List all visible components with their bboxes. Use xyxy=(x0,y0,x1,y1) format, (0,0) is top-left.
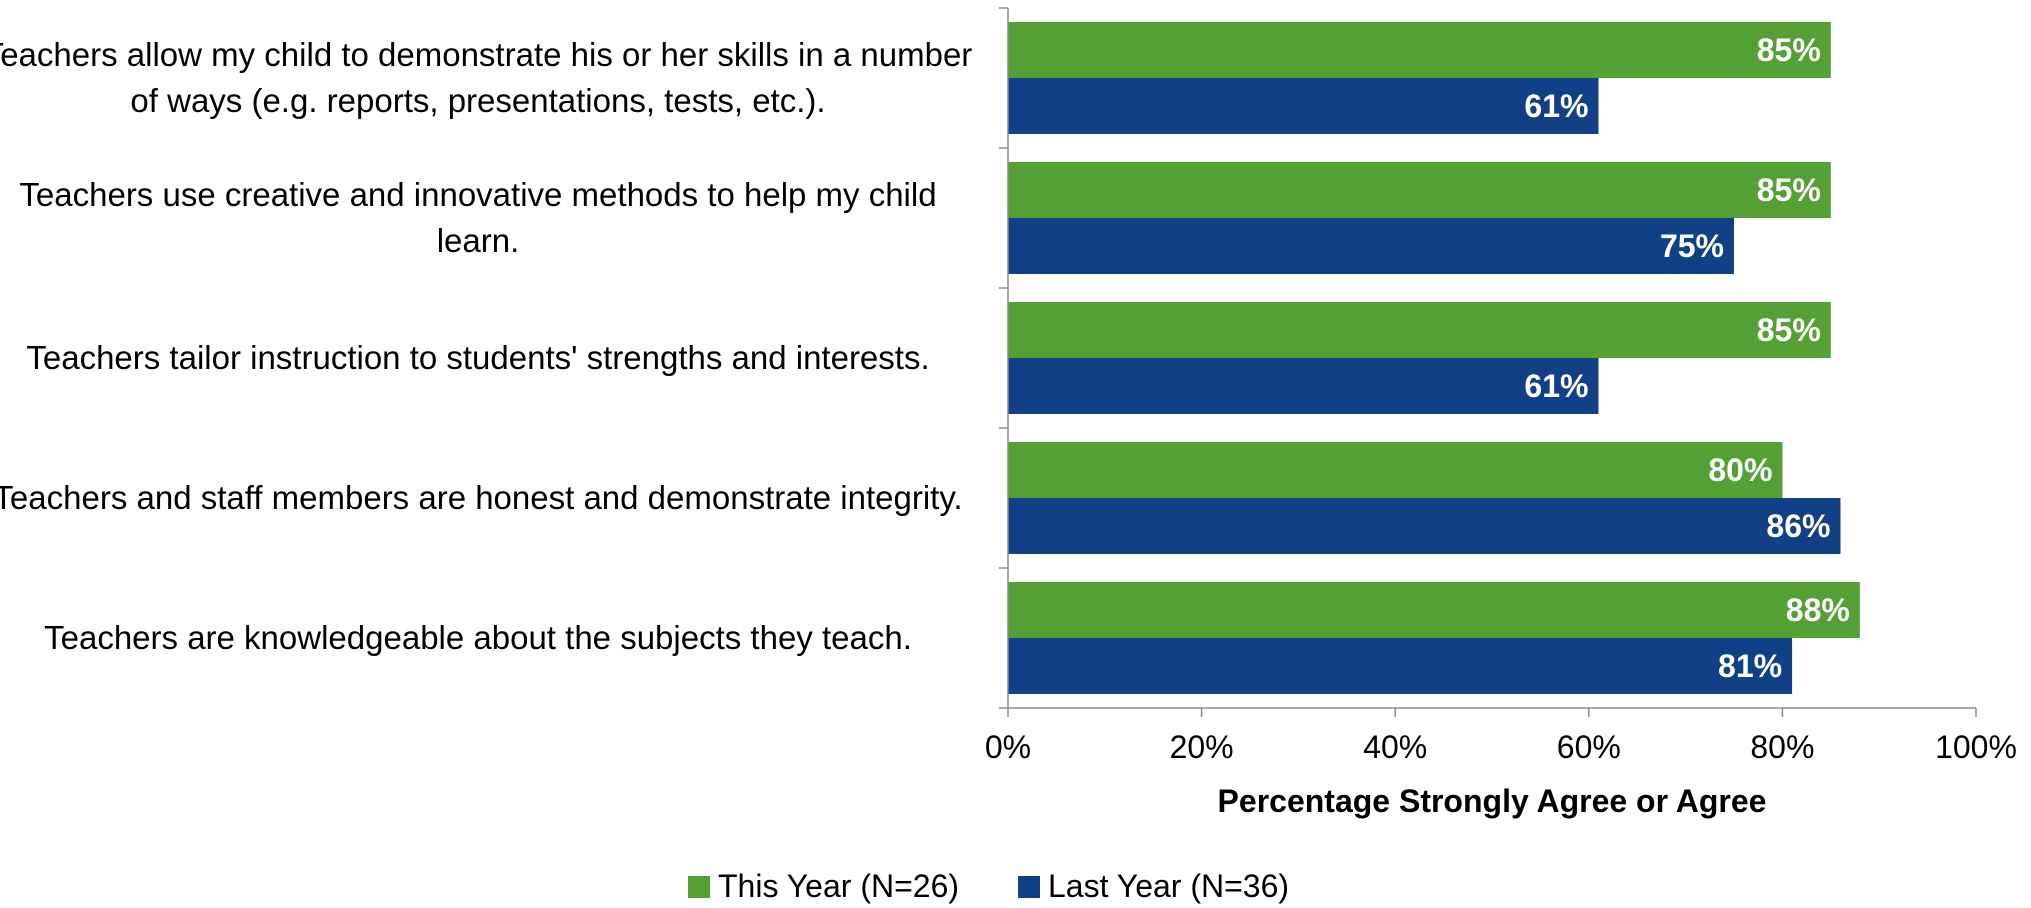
bar-last-year-3 xyxy=(1008,498,1841,554)
bar-this-year-3 xyxy=(1008,442,1783,498)
legend-swatch-last-year xyxy=(1018,875,1040,898)
category-label-2: Teachers tailor instruction to students'… xyxy=(26,339,930,376)
category-label-0: Teachers allow my child to demonstrate h… xyxy=(0,36,973,119)
bar-this-year-1 xyxy=(1008,162,1831,218)
value-label-this-year-2: 85% xyxy=(1757,312,1821,348)
value-label-last-year-0: 61% xyxy=(1524,88,1588,124)
x-tick-label-4: 80% xyxy=(1750,729,1814,765)
legend-item-this-year: This Year (N=26) xyxy=(688,868,959,905)
bar-this-year-4 xyxy=(1008,582,1860,638)
legend-item-last-year: Last Year (N=36) xyxy=(1018,868,1289,905)
value-label-this-year-4: 88% xyxy=(1786,592,1850,628)
category-label-1: Teachers use creative and innovative met… xyxy=(19,176,937,259)
bar-this-year-0 xyxy=(1008,22,1831,78)
value-label-last-year-2: 61% xyxy=(1524,368,1588,404)
x-tick-label-5: 100% xyxy=(1935,729,2017,765)
legend-swatch-this-year xyxy=(688,875,710,898)
bar-last-year-4 xyxy=(1008,638,1793,694)
value-label-this-year-0: 85% xyxy=(1757,32,1821,68)
legend-label-last-year: Last Year (N=36) xyxy=(1048,868,1290,904)
bar-last-year-1 xyxy=(1008,218,1734,274)
value-label-last-year-1: 75% xyxy=(1660,228,1724,264)
bar-last-year-2 xyxy=(1008,358,1599,414)
value-label-last-year-4: 81% xyxy=(1718,648,1782,684)
value-label-this-year-3: 80% xyxy=(1708,452,1772,488)
bar-chart: 85% 61% 85% 75% 85% 61% 80% 86% 88%81% 0% 20% 40% 60… xyxy=(985,7,2017,819)
bar-last-year-0 xyxy=(1008,78,1599,134)
legend: This Year (N=26) Last Year (N=36) xyxy=(0,868,2031,908)
category-label-4: Teachers are knowledgeable about the sub… xyxy=(44,619,912,656)
x-tick-label-2: 40% xyxy=(1363,729,1427,765)
x-tick-label-3: 60% xyxy=(1557,729,1621,765)
x-tick-label-0: 0% xyxy=(985,729,1031,765)
x-axis-title: Percentage Strongly Agree or Agree xyxy=(1218,783,1767,819)
bar-this-year-2 xyxy=(1008,302,1831,358)
value-label-this-year-1: 85% xyxy=(1757,172,1821,208)
value-label-last-year-3: 86% xyxy=(1766,508,1830,544)
legend-label-this-year: This Year (N=26) xyxy=(718,868,960,904)
x-tick-label-1: 20% xyxy=(1170,729,1234,765)
category-label-3: Teachers and staff members are honest an… xyxy=(0,479,963,516)
